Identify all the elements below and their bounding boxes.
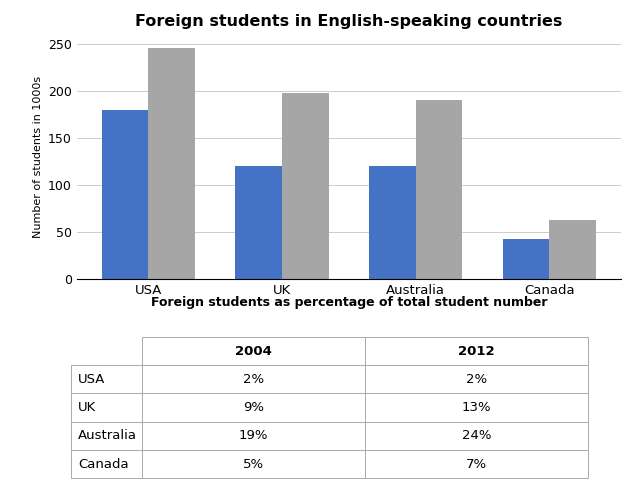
Bar <box>549 220 596 279</box>
Bar <box>502 240 549 279</box>
Title: Foreign students in English-speaking countries: Foreign students in English-speaking cou… <box>135 14 563 29</box>
Text: Foreign students as percentage of total student number: Foreign students as percentage of total … <box>150 296 547 308</box>
Bar <box>369 166 415 279</box>
Bar <box>102 109 148 279</box>
Legend: 2004, 2012: 2004, 2012 <box>293 339 404 352</box>
Bar <box>148 48 195 279</box>
Bar <box>235 166 282 279</box>
Bar <box>282 93 329 279</box>
Y-axis label: Number of students in 1000s: Number of students in 1000s <box>33 76 42 238</box>
Bar <box>415 100 463 279</box>
